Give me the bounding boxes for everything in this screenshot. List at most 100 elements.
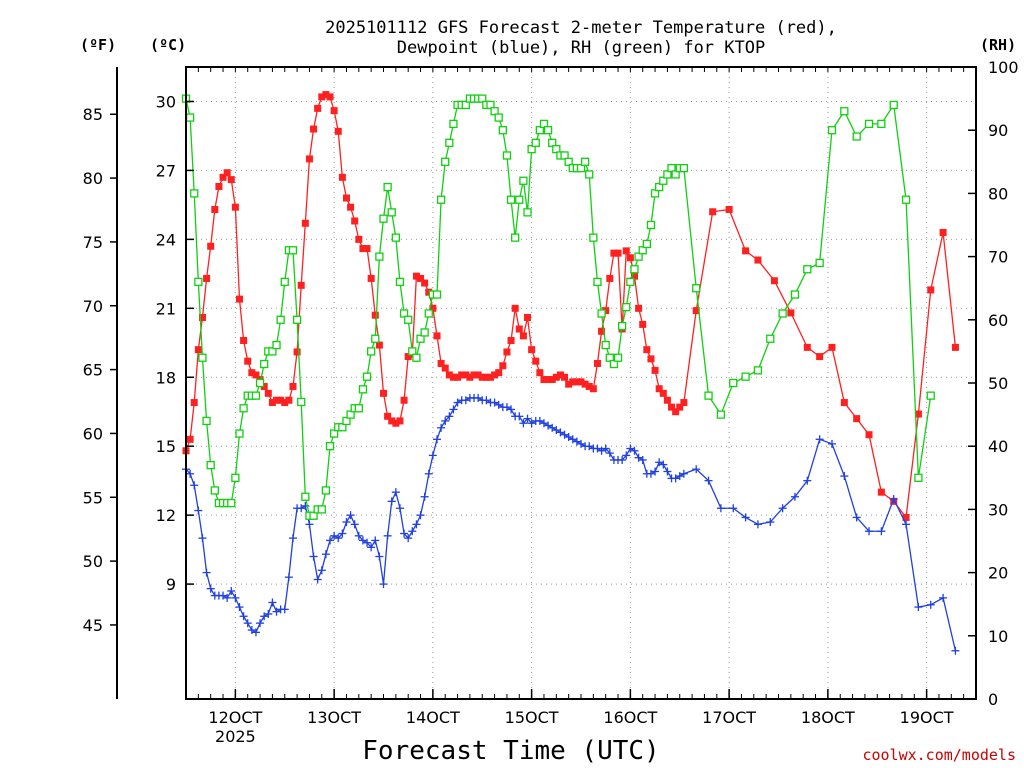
temperature-point [384, 412, 392, 420]
temperature-point [663, 396, 671, 404]
temperature-point [515, 325, 523, 333]
dewpoint-point [284, 573, 293, 582]
temperature-point [482, 373, 490, 381]
rh-point [601, 340, 610, 350]
dewpoint-point [790, 492, 799, 501]
temperature-point [227, 176, 235, 184]
rh-point [790, 290, 800, 299]
temperature-point [622, 247, 630, 255]
dewpoint-point [371, 536, 380, 545]
temperature-point [635, 304, 643, 312]
dewpoint-point [840, 472, 849, 481]
rh-point [815, 258, 824, 268]
temperature-point [429, 304, 437, 312]
temperature-point [614, 249, 622, 257]
temperature-point [593, 359, 601, 367]
dewpoint-point [375, 552, 384, 561]
fahrenheit-tick-label: 60 [83, 424, 103, 443]
temperature-point [470, 371, 478, 379]
dewpoint-point [280, 605, 289, 614]
rh-point [642, 239, 651, 249]
rh-point [194, 277, 203, 287]
dewpoint-point [288, 534, 297, 543]
fahrenheit-tick-label: 45 [83, 616, 103, 635]
temperature-point [519, 332, 527, 340]
dewpoint-point [350, 520, 359, 529]
temperature-point [643, 346, 651, 354]
dewpoint-point [420, 492, 429, 501]
rh-tick-label: 90 [988, 121, 1008, 140]
temperature-point [454, 373, 462, 381]
dewpoint-point [198, 534, 207, 543]
dewpoint-point [309, 552, 318, 561]
rh-tick-label: 100 [988, 58, 1019, 77]
temperature-point [310, 125, 318, 133]
rh-point [803, 265, 812, 274]
temperature-point [388, 417, 396, 425]
dewpoint-point [778, 504, 787, 513]
celsius-tick-label: 27 [156, 161, 176, 180]
dewpoint-point [321, 550, 330, 559]
dewpoint-point [313, 575, 322, 584]
temperature-point [914, 410, 922, 418]
temperature-point [565, 380, 573, 388]
celsius-tick-label: 12 [156, 506, 176, 525]
dewpoint-point [741, 513, 750, 522]
celsius-tick-label: 18 [156, 368, 176, 387]
rh-tick-label: 70 [988, 248, 1008, 267]
temperature-point [939, 228, 947, 236]
rh-point [766, 334, 775, 343]
dewpoint-point [272, 607, 281, 616]
dewpoint-point [260, 612, 269, 621]
temperature-point [342, 194, 350, 202]
rh-point [441, 157, 450, 166]
rh-tick-label: 50 [988, 374, 1008, 393]
dewpoint-point [646, 469, 655, 478]
celsius-tick-label: 15 [156, 437, 176, 456]
dewpoint-point [305, 520, 314, 529]
rh-point [280, 277, 289, 287]
rh-point [597, 309, 606, 318]
rh-point [383, 182, 392, 192]
rh-point [255, 378, 265, 388]
dewpoint-point [247, 626, 256, 635]
rh-point [498, 126, 507, 135]
temperature-point [417, 274, 425, 282]
temperature-point [375, 341, 383, 349]
x-tick-label: 16OCT [603, 708, 657, 727]
temperature-point [561, 373, 569, 381]
dewpoint-point [716, 504, 725, 513]
dewpoint-point [914, 603, 923, 612]
rh-point [358, 385, 368, 394]
temperature-point [301, 219, 309, 227]
rh-point [593, 277, 602, 287]
temperature-point [581, 380, 589, 388]
dewpoint-point [437, 423, 446, 432]
rh-tick-label: 80 [988, 184, 1008, 203]
temperature-point [486, 373, 494, 381]
temperature-point [194, 346, 202, 354]
temperature-point [503, 348, 511, 356]
temperature-point [770, 277, 778, 285]
temperature-point [223, 169, 231, 177]
temperature-point [828, 343, 836, 351]
temperature-point [371, 311, 379, 319]
fahrenheit-tick-label: 75 [83, 233, 103, 252]
dewpoint-point [877, 527, 886, 536]
dewpoint-point [408, 527, 417, 536]
dewpoint-point [634, 453, 643, 462]
rh-point [317, 505, 326, 514]
dewpoint-point [223, 593, 232, 602]
rh-point [301, 492, 310, 501]
fahrenheit-axis-unit: (ºF) [80, 36, 117, 54]
x-tick-label: 12OCT [208, 708, 262, 727]
temperature-point [548, 376, 556, 384]
temperature-point [754, 256, 762, 264]
dewpoint-point [753, 520, 762, 529]
dewpoint-point [865, 527, 874, 536]
rh-point [692, 284, 701, 293]
dewpoint-point [367, 543, 376, 552]
rh-point [251, 391, 261, 400]
dewpoint-point [519, 419, 528, 428]
dewpoint-point [527, 419, 536, 428]
